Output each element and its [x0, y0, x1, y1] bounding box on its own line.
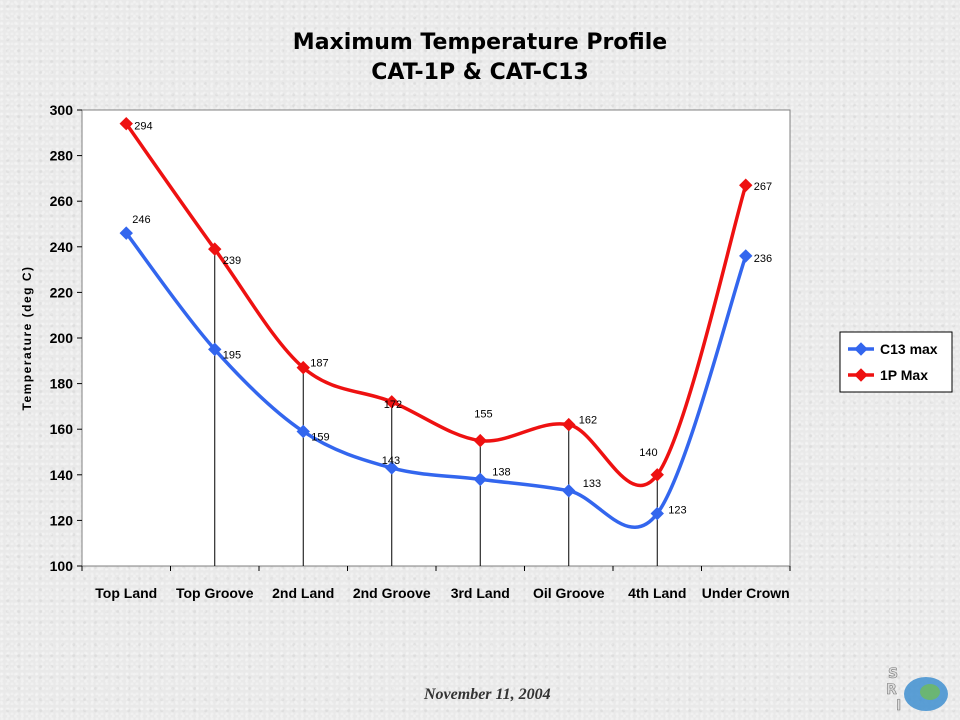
legend-swatch-marker: [854, 342, 868, 356]
data-point: [650, 506, 664, 521]
data-point: [119, 116, 133, 131]
data-label: 143: [382, 455, 400, 467]
data-label: 123: [668, 505, 686, 517]
x-tick-label: Oil Groove: [533, 585, 605, 601]
legend-swatch-marker: [854, 368, 868, 382]
x-tick-label: 3rd Land: [451, 585, 510, 601]
y-tick-label: 300: [50, 102, 74, 118]
legend-label: 1P Max: [880, 367, 928, 383]
y-tick-label: 100: [50, 558, 74, 574]
y-tick-label: 220: [50, 284, 74, 300]
data-point: [473, 433, 487, 448]
data-label: 246: [132, 214, 150, 226]
logo-letter-i: I: [896, 698, 901, 714]
title-line-1: Maximum Temperature Profile: [292, 30, 668, 55]
x-tick-label: Top Groove: [176, 585, 254, 601]
plot-area: [81, 109, 791, 567]
data-label: 294: [134, 121, 152, 133]
data-point: [296, 424, 310, 439]
x-tick-label: Under Crown: [702, 585, 790, 601]
data-point: [385, 395, 399, 409]
legend-label: C13 max: [880, 341, 938, 357]
y-tick-label: 180: [50, 376, 74, 392]
data-label: 155: [474, 409, 492, 421]
data-point: [739, 178, 753, 192]
x-tick-label: Top Land: [95, 585, 157, 601]
data-point: [562, 484, 576, 498]
y-tick-label: 140: [50, 467, 74, 483]
data-point: [296, 360, 310, 375]
x-tick-label: 2nd Groove: [353, 585, 431, 601]
data-point: [385, 461, 399, 475]
y-tick-label: 260: [50, 193, 74, 209]
data-label: 172: [384, 399, 402, 411]
data-label: 140: [639, 447, 657, 459]
sri-logo: S R I: [886, 666, 948, 714]
y-tick-label: 160: [50, 421, 74, 437]
series-line-1p-max: [124, 122, 748, 488]
y-axis-label: Temperature (deg C): [20, 266, 34, 411]
data-point: [208, 242, 222, 256]
y-tick-label: 120: [50, 512, 74, 528]
title-line-2: CAT-1P & CAT-C13: [371, 60, 589, 85]
data-label: 236: [754, 253, 772, 265]
footer-date: November 11, 2004: [424, 686, 551, 703]
logo-letter-s: S: [888, 666, 898, 682]
x-tick-label: 2nd Land: [272, 585, 334, 601]
data-point: [650, 468, 664, 482]
data-point: [739, 249, 753, 263]
legend-box: [839, 331, 953, 393]
data-label: 187: [310, 358, 328, 370]
data-label: 195: [223, 349, 241, 361]
x-tick-label: 4th Land: [628, 585, 686, 601]
y-tick-label: 200: [50, 330, 74, 346]
data-label: 133: [583, 478, 601, 490]
y-tick-label: 280: [50, 148, 74, 164]
data-label: 162: [579, 415, 597, 427]
logo-letter-r: R: [886, 682, 897, 698]
y-tick-label: 240: [50, 239, 74, 255]
slide-title: Maximum Temperature Profile CAT-1P & CAT…: [0, 28, 960, 88]
data-label: 239: [223, 255, 241, 267]
data-label: 159: [311, 431, 329, 443]
logo-globe-land: [920, 684, 940, 700]
data-point: [562, 417, 576, 432]
data-point: [119, 226, 133, 240]
data-point: [208, 342, 222, 357]
data-label: 138: [492, 466, 510, 478]
data-label: 267: [754, 181, 772, 193]
data-point: [473, 472, 487, 487]
